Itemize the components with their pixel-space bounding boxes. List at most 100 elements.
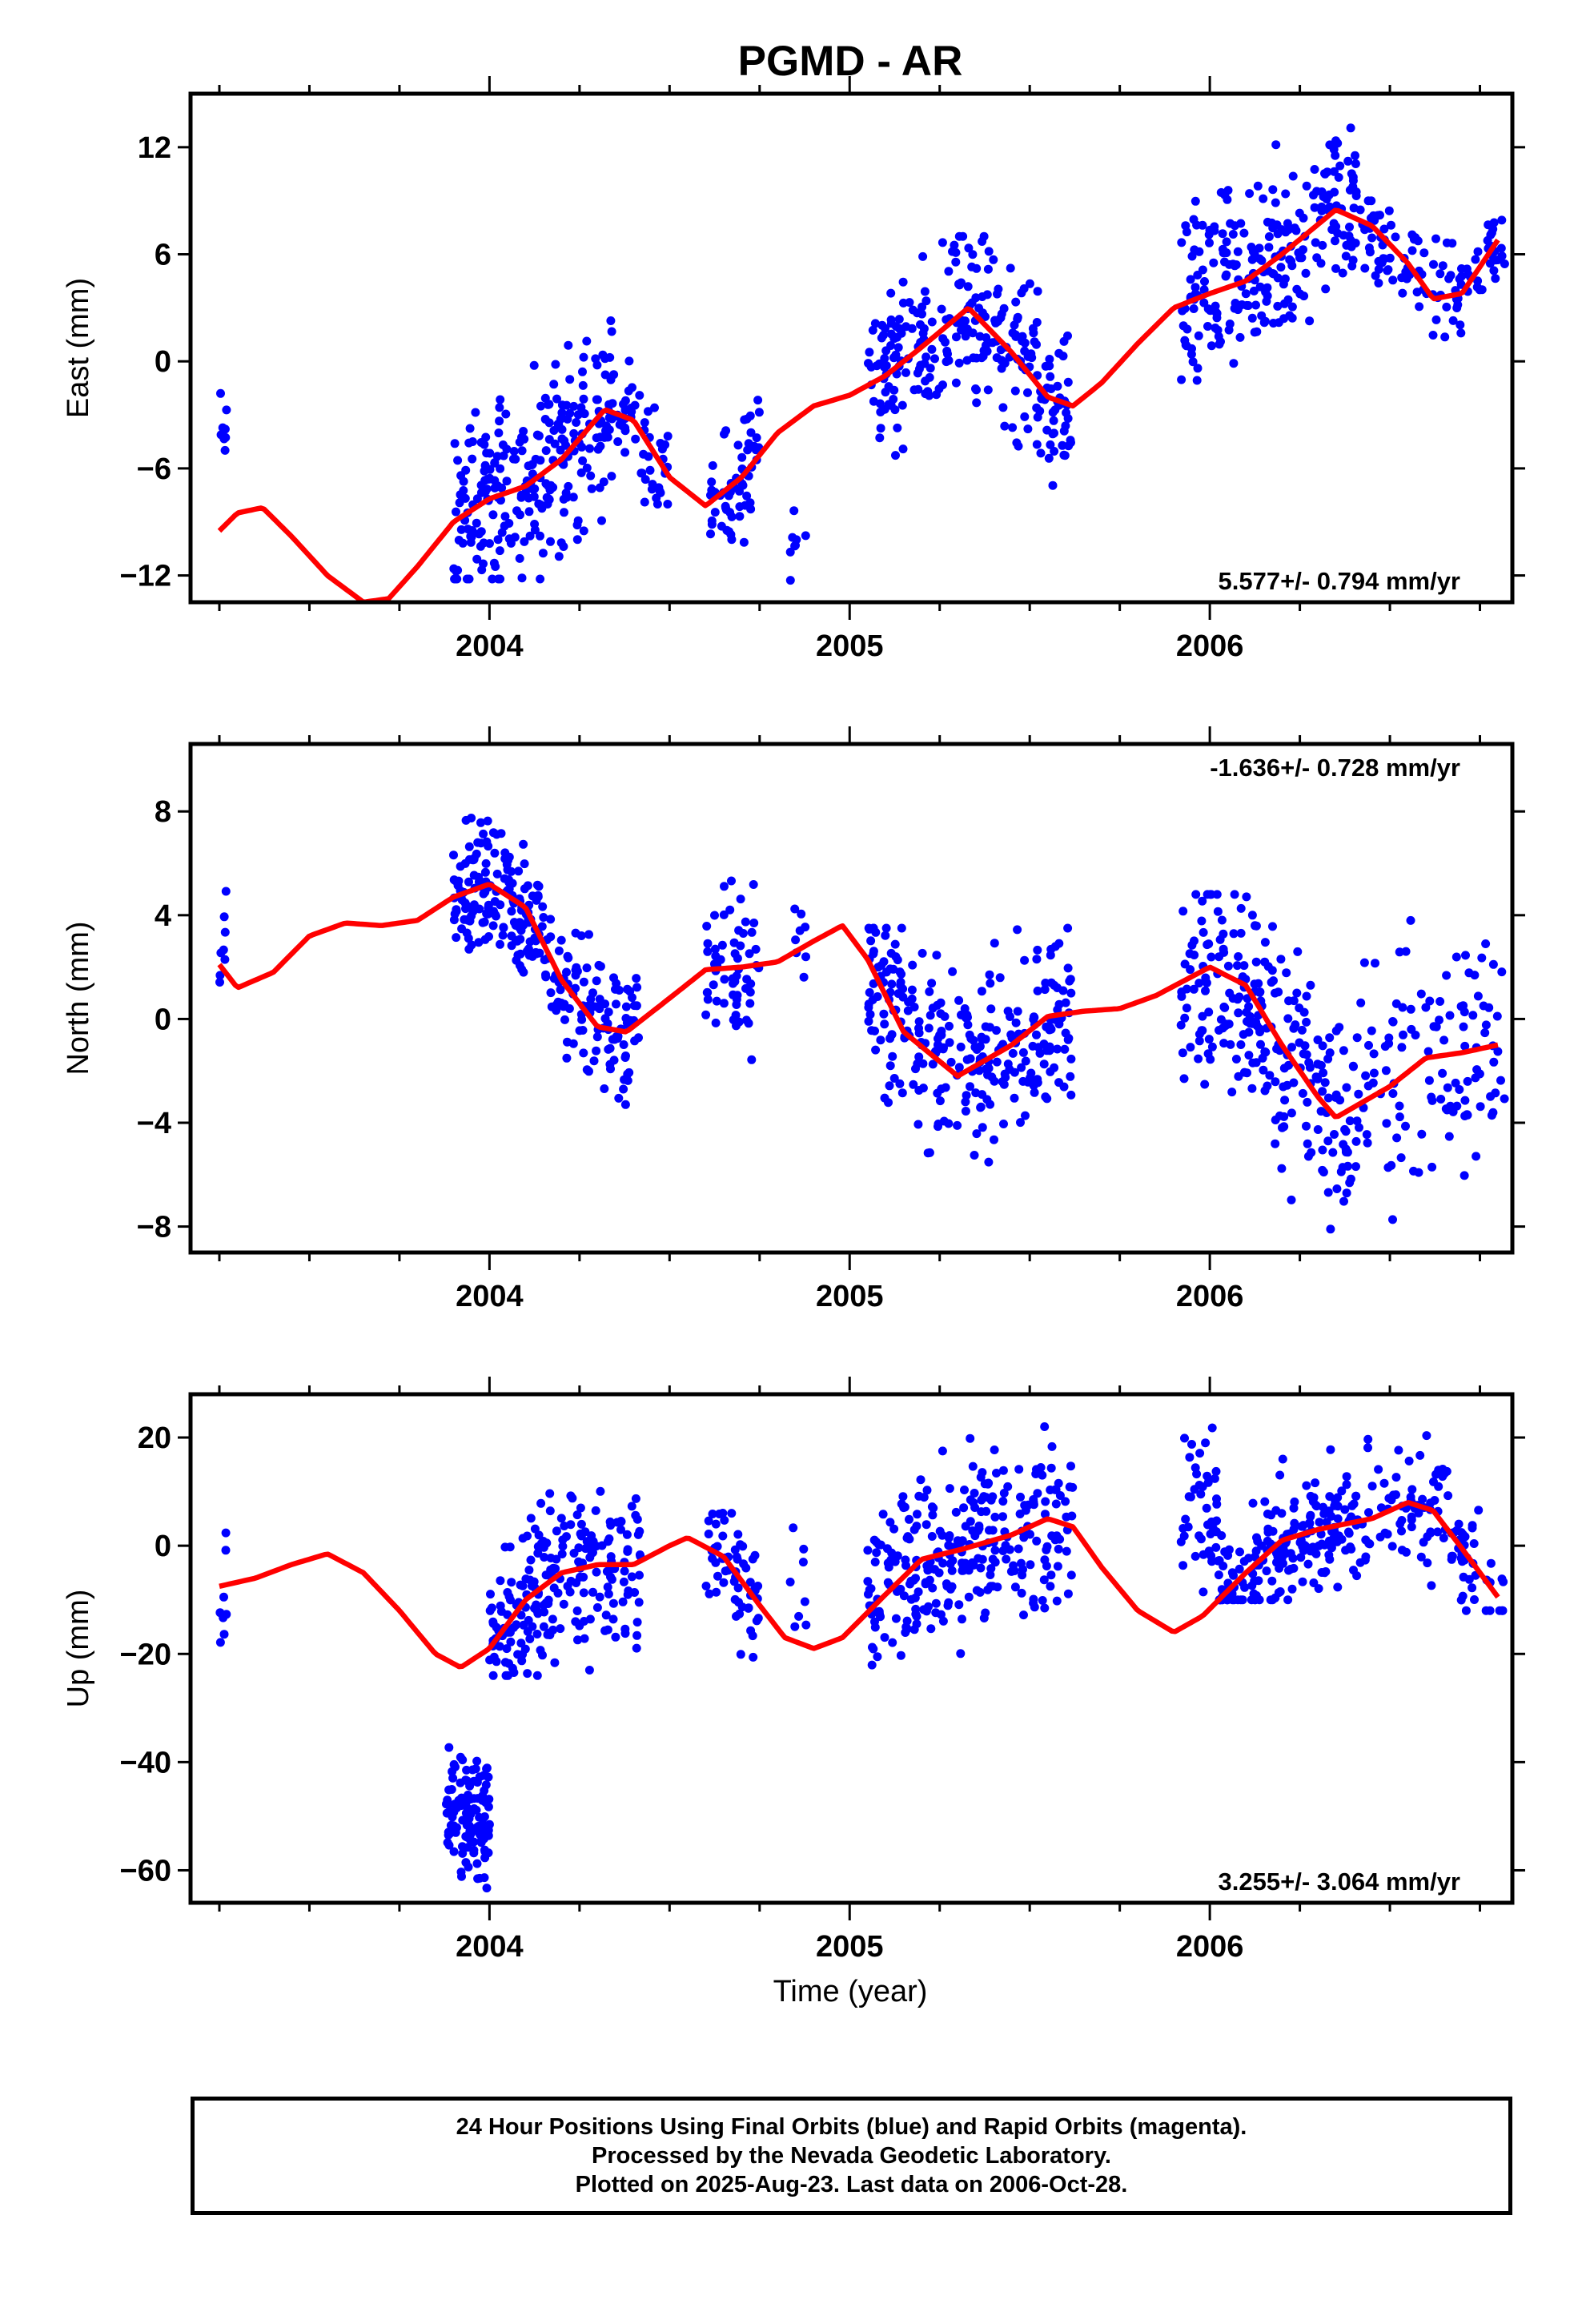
- data-point: [1331, 263, 1340, 273]
- data-point: [464, 438, 474, 448]
- data-point: [524, 1566, 534, 1574]
- data-point: [1377, 258, 1387, 267]
- data-point: [562, 400, 572, 410]
- data-point: [1255, 1027, 1265, 1037]
- data-point: [981, 1035, 990, 1044]
- data-point: [711, 1558, 721, 1567]
- y-tick-label: −12: [120, 560, 171, 593]
- data-point: [1462, 1110, 1472, 1120]
- data-point: [1249, 286, 1259, 296]
- data-point: [721, 501, 730, 511]
- data-point: [620, 426, 630, 436]
- data-point: [1497, 967, 1507, 977]
- data-point: [1032, 955, 1042, 964]
- data-point: [1020, 412, 1030, 421]
- data-point: [863, 1546, 873, 1555]
- data-point: [1263, 1081, 1272, 1091]
- data-point: [545, 1506, 555, 1516]
- data-point: [476, 818, 485, 827]
- data-point: [545, 1489, 555, 1498]
- data-point: [1040, 1555, 1050, 1565]
- data-point: [1251, 957, 1261, 967]
- data-point: [745, 999, 755, 1008]
- data-point: [1310, 165, 1319, 174]
- data-point: [1491, 255, 1500, 265]
- data-point: [630, 1588, 640, 1597]
- data-point: [1032, 1465, 1041, 1474]
- data-point: [1292, 988, 1302, 998]
- y-axis-label: East (mm): [62, 278, 95, 418]
- data-point: [588, 1587, 597, 1597]
- data-point: [1318, 1145, 1327, 1155]
- data-point: [1307, 1148, 1316, 1157]
- data-point: [1229, 1570, 1238, 1580]
- data-point: [1428, 331, 1438, 340]
- data-point: [798, 1558, 808, 1567]
- data-point: [1062, 1512, 1071, 1522]
- data-point: [1230, 890, 1239, 899]
- data-point: [476, 527, 486, 537]
- data-point: [1351, 159, 1360, 168]
- data-point: [546, 932, 556, 942]
- data-point: [1213, 907, 1223, 916]
- data-point: [219, 1630, 229, 1639]
- data-point: [489, 1652, 499, 1662]
- data-point: [926, 364, 935, 373]
- data-point: [871, 1045, 881, 1055]
- data-point: [886, 288, 896, 298]
- data-point: [913, 384, 923, 394]
- data-point: [1281, 227, 1291, 237]
- data-point: [1267, 1595, 1277, 1605]
- data-point: [870, 1558, 880, 1566]
- data-point: [452, 907, 461, 916]
- y-axis-label: North (mm): [62, 921, 95, 1075]
- footer-line-1: 24 Hour Positions Using Final Orbits (bl…: [456, 2114, 1247, 2140]
- data-point: [1229, 359, 1239, 368]
- data-point: [984, 1157, 994, 1167]
- data-point: [499, 923, 508, 933]
- data-point: [1318, 1041, 1327, 1051]
- data-point: [517, 573, 527, 583]
- data-point: [1452, 304, 1462, 312]
- data-point: [1047, 1531, 1057, 1541]
- data-point: [1264, 232, 1274, 241]
- data-point: [1217, 915, 1227, 925]
- data-point: [1268, 922, 1277, 931]
- data-point: [1046, 1582, 1055, 1591]
- data-point: [1253, 181, 1263, 191]
- data-point: [1387, 1495, 1396, 1505]
- data-point: [1474, 1506, 1484, 1515]
- data-point: [1231, 1055, 1241, 1063]
- data-point: [1411, 233, 1420, 243]
- data-point: [1455, 1085, 1464, 1094]
- data-point: [1228, 230, 1238, 239]
- data-point: [582, 336, 592, 346]
- data-point: [1265, 1071, 1275, 1080]
- data-point: [982, 1506, 991, 1516]
- data-point: [739, 537, 749, 547]
- data-point: [1313, 1059, 1323, 1069]
- data-point: [1273, 229, 1283, 239]
- data-point: [1054, 1019, 1064, 1029]
- data-point: [532, 1671, 542, 1680]
- data-point: [464, 944, 474, 954]
- data-point: [220, 955, 230, 964]
- data-point: [645, 465, 655, 475]
- data-point: [456, 525, 466, 534]
- data-point: [476, 1822, 486, 1831]
- data-point: [538, 902, 548, 911]
- y-tick-label: 6: [155, 239, 171, 272]
- y-tick-label: −6: [137, 452, 171, 486]
- data-point: [928, 1003, 938, 1013]
- data-point: [556, 1514, 566, 1523]
- data-point: [886, 1555, 896, 1565]
- data-point: [1445, 1011, 1455, 1020]
- data-point: [869, 1644, 878, 1654]
- data-point: [1179, 1074, 1189, 1084]
- data-point: [977, 987, 986, 996]
- data-point: [990, 1546, 1000, 1555]
- data-point: [1492, 1011, 1502, 1021]
- data-point: [1198, 265, 1207, 275]
- data-point: [1190, 1485, 1199, 1494]
- data-point: [572, 1606, 582, 1615]
